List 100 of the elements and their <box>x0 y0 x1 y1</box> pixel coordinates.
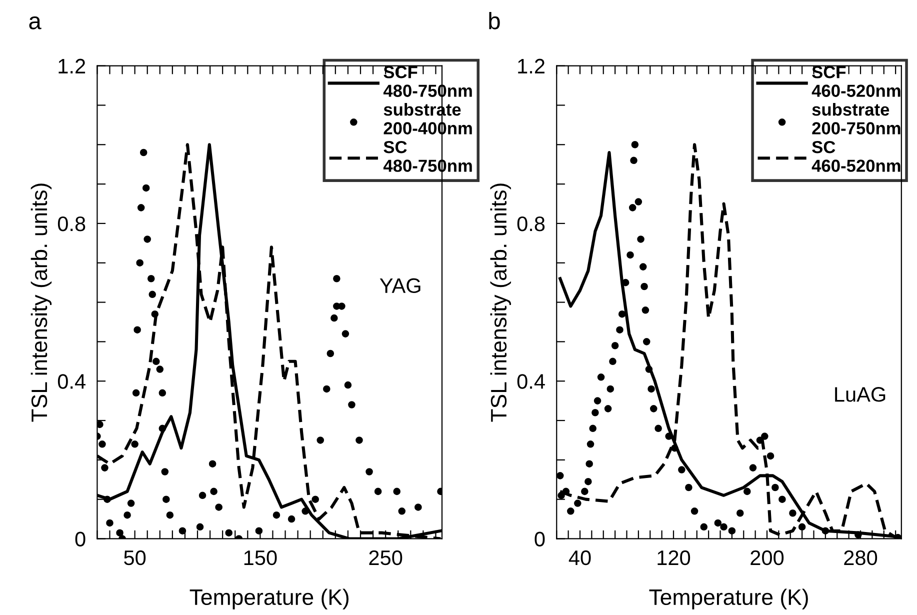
point <box>609 358 616 366</box>
point <box>152 358 160 366</box>
point <box>344 381 352 389</box>
y-tick-label: 1.2 <box>58 58 86 74</box>
point <box>854 531 862 538</box>
point <box>142 184 150 192</box>
point <box>178 527 186 534</box>
point <box>215 504 222 511</box>
point <box>642 306 650 314</box>
point <box>654 424 662 432</box>
point <box>606 385 614 393</box>
point <box>584 478 592 486</box>
point <box>116 529 124 536</box>
point <box>414 504 422 511</box>
y-tick-label: 0.8 <box>517 216 545 232</box>
point <box>148 290 156 298</box>
point <box>342 330 350 338</box>
point <box>749 464 757 472</box>
point <box>132 389 140 397</box>
point <box>639 263 647 270</box>
point <box>637 236 644 243</box>
point <box>597 374 605 381</box>
point <box>137 204 145 212</box>
point <box>348 401 356 408</box>
point <box>225 529 232 536</box>
point <box>127 500 135 507</box>
point <box>626 251 634 259</box>
point <box>104 496 111 503</box>
point <box>210 488 218 496</box>
point <box>618 310 626 318</box>
chart-title: b <box>489 12 500 30</box>
point <box>700 523 708 531</box>
point <box>789 509 796 517</box>
point <box>147 274 155 282</box>
point <box>798 523 806 531</box>
y-axis-title: TSL intensity (arb. units) <box>30 184 52 422</box>
point <box>131 440 138 448</box>
point <box>630 156 638 164</box>
point <box>136 259 144 266</box>
point <box>611 342 619 350</box>
point <box>162 496 170 503</box>
y-axis-title: TSL intensity (arb. units) <box>490 184 511 422</box>
x-tick-label: 250 <box>369 550 402 566</box>
point <box>650 405 658 412</box>
y-tick-label: 0.4 <box>58 374 86 389</box>
point <box>648 385 655 393</box>
point <box>567 508 574 515</box>
x-axis-title: Temperature (K) <box>190 588 348 610</box>
x-tick-label: 50 <box>124 550 146 566</box>
point <box>366 468 373 476</box>
point <box>101 464 108 472</box>
point <box>140 148 148 156</box>
point <box>685 484 692 492</box>
point <box>374 488 382 496</box>
chart-title: a <box>29 16 42 30</box>
x-axis-title: Temperature (K) <box>649 588 808 610</box>
point <box>356 436 363 444</box>
point <box>616 326 624 334</box>
point <box>690 508 698 515</box>
legend-label: SC 460-520nm <box>812 140 900 172</box>
y-tick-label: 0.4 <box>517 374 545 389</box>
point <box>144 236 151 243</box>
point <box>166 511 174 519</box>
point <box>728 527 736 534</box>
point <box>778 496 786 503</box>
point <box>634 198 642 206</box>
point <box>134 326 141 334</box>
point <box>631 140 639 148</box>
x-tick-label: 200 <box>750 550 784 566</box>
x-tick-label: 120 <box>658 550 690 566</box>
point <box>581 488 588 496</box>
annotation: LuAG <box>835 387 886 402</box>
legend-label: substrate 200-750nm <box>812 102 900 134</box>
point <box>665 432 672 440</box>
point <box>316 436 324 444</box>
annotation: YAG <box>380 278 420 294</box>
x-tick-label: 40 <box>568 550 591 566</box>
point <box>158 424 166 432</box>
point <box>678 466 686 474</box>
point <box>196 523 204 531</box>
point <box>736 509 744 517</box>
point <box>743 488 751 496</box>
point <box>574 500 582 507</box>
point <box>288 515 296 523</box>
point <box>766 452 774 460</box>
point <box>333 274 340 282</box>
point <box>671 444 678 452</box>
point <box>586 440 594 448</box>
point <box>756 436 764 444</box>
point <box>556 472 564 480</box>
point <box>562 488 570 496</box>
point <box>594 397 602 404</box>
point <box>330 314 338 322</box>
point <box>208 460 216 468</box>
point <box>158 389 166 397</box>
point <box>312 496 319 503</box>
point <box>558 492 565 500</box>
point <box>604 405 612 412</box>
point <box>326 350 334 358</box>
point <box>255 527 263 534</box>
